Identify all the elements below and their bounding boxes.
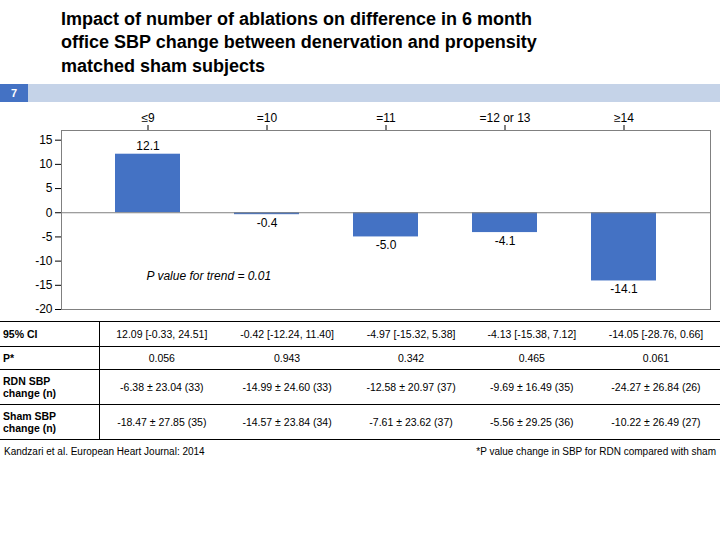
svg-text:-4.1: -4.1 <box>495 234 516 248</box>
svg-text:≥14: ≥14 <box>614 111 634 125</box>
html-text:-9.69 ± 16.49 (35): -9.69 ± 16.49 (35) <box>490 381 574 394</box>
svg-text:-14.1: -14.1 <box>610 283 638 297</box>
html-text:-24.27 ± 26.84 (26): -24.27 ± 26.84 (26) <box>611 381 701 394</box>
html-text:0.342: 0.342 <box>397 352 425 365</box>
html-text:7: 7 <box>10 87 18 100</box>
html-text:Kandzari et al. European Heart: Kandzari et al. European Heart Journal: … <box>4 446 205 458</box>
svg-text:10: 10 <box>39 157 53 171</box>
html-text:-14.99 ± 24.60 (33): -14.99 ± 24.60 (33) <box>242 381 332 394</box>
svg-text:-10: -10 <box>35 254 53 268</box>
svg-text:-20: -20 <box>35 303 53 317</box>
svg-text:=11: =11 <box>376 111 396 125</box>
html-text:-14.57 ± 23.84 (34): -14.57 ± 23.84 (34) <box>242 416 332 429</box>
html-text:-10.22 ± 26.49 (27): -10.22 ± 26.49 (27) <box>611 416 701 429</box>
svg-text:-5.0: -5.0 <box>376 239 397 253</box>
svg-text:15: 15 <box>39 133 53 147</box>
svg-text:P value for trend = 0.01: P value for trend = 0.01 <box>147 269 272 283</box>
html-text:-14.05 [-28.76, 0.66]: -14.05 [-28.76, 0.66] <box>608 328 704 341</box>
html-text:-0.42 [-12.24, 11.40]: -0.42 [-12.24, 11.40] <box>240 328 334 341</box>
svg-text:-0.4: -0.4 <box>257 216 278 230</box>
html-text:Impact of number of ablations: Impact of number of ablations on differe… <box>61 9 537 76</box>
svg-text:=12 or 13: =12 or 13 <box>479 111 530 125</box>
html-text:P*: P* <box>3 352 15 365</box>
html-text:-4.13 [-15.38, 7.12]: -4.13 [-15.38, 7.12] <box>487 328 577 341</box>
svg-text:5: 5 <box>46 182 53 196</box>
html-text:95% CI: 95% CI <box>3 328 38 341</box>
html-text:0.943: 0.943 <box>273 352 301 365</box>
html-text:0.061: 0.061 <box>642 352 670 365</box>
html-text:-4.97 [-15.32, 5.38]: -4.97 [-15.32, 5.38] <box>366 328 456 341</box>
html-text:-18.47 ± 27.85 (35): -18.47 ± 27.85 (35) <box>117 416 207 429</box>
html-text:*P value change in SBP for RDN: *P value change in SBP for RDN compared … <box>476 446 716 458</box>
html-text:RDN SBP change (n): RDN SBP change (n) <box>3 375 57 400</box>
html-text:-6.38 ± 23.04 (33): -6.38 ± 23.04 (33) <box>120 381 204 394</box>
html-text:-5.56 ± 29.25 (36): -5.56 ± 29.25 (36) <box>490 416 574 429</box>
html-text:Sham SBP change (n): Sham SBP change (n) <box>3 410 57 435</box>
html-text:-12.58 ± 20.97 (37): -12.58 ± 20.97 (37) <box>366 381 456 394</box>
html-text:12.09 [-0.33, 24.51]: 12.09 [-0.33, 24.51] <box>116 328 208 341</box>
html-text:-7.61 ± 23.62 (37): -7.61 ± 23.62 (37) <box>369 416 453 429</box>
html-text:0.056: 0.056 <box>148 352 175 365</box>
svg-text:-15: -15 <box>35 278 53 292</box>
html-text:0.465: 0.465 <box>518 352 545 365</box>
svg-text:-5: -5 <box>42 230 53 244</box>
svg-text:0: 0 <box>46 206 53 220</box>
svg-text:≤9: ≤9 <box>141 111 155 125</box>
svg-text:=10: =10 <box>257 111 278 125</box>
svg-text:12.1: 12.1 <box>136 139 160 153</box>
